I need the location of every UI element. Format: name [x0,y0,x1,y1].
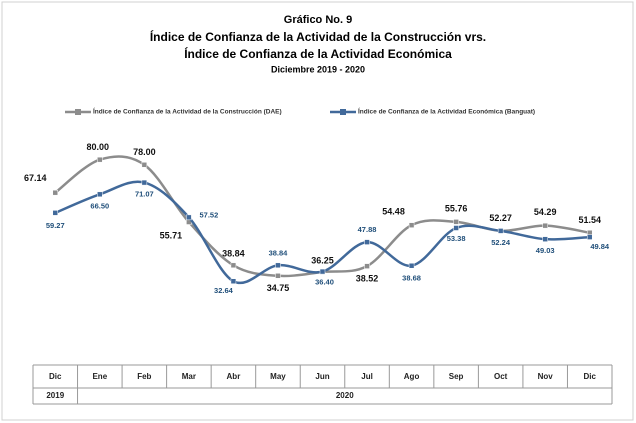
data-label: 78.00 [133,147,156,157]
data-label: 71.07 [135,190,154,199]
point-marker [586,234,593,240]
point-marker [97,156,103,163]
x-tick-label: Jul [361,372,373,381]
data-label: 36.40 [315,278,334,287]
point-marker [364,239,370,245]
data-label: 54.48 [382,207,405,217]
point-marker [141,179,148,186]
data-label: 38.84 [222,249,245,259]
point-marker [230,262,237,269]
data-label: 57.52 [199,210,218,219]
chart-title: Gráfico No. 9 [284,14,352,26]
x-tick-label: Feb [137,372,151,381]
data-label: 53.38 [447,234,466,243]
data-label: 59.27 [46,221,65,230]
point-marker [497,228,504,234]
x-tick-label: Ago [404,372,420,381]
point-marker [186,214,192,221]
point-marker [97,191,103,198]
data-label: 32.64 [214,286,234,295]
x-tick-label: Sep [449,372,464,381]
x-tick-label: May [270,372,286,381]
data-label: 51.54 [578,215,601,225]
data-label: 52.27 [489,213,512,223]
data-label: 47.88 [358,225,377,234]
year-label: 2019 [46,391,64,400]
point-marker [141,162,148,168]
point-marker [230,278,237,284]
data-label: 66.50 [90,201,109,210]
point-marker [542,236,548,242]
x-tick-label: Dic [584,372,597,381]
legend-marker [75,109,81,115]
legend-label: Índice de Confianza de la Actividad Econ… [358,107,535,116]
point-marker [275,262,281,269]
data-label: 55.76 [445,203,468,213]
point-marker [408,262,415,269]
x-tick-label: Ene [92,372,107,381]
point-marker [542,222,548,229]
data-label: 67.14 [24,173,47,183]
year-label: 2020 [336,391,354,400]
legend-marker [340,109,346,115]
point-marker [408,222,415,228]
point-marker [275,273,281,279]
x-tick-label: Oct [494,372,508,381]
point-marker [52,189,59,196]
data-label: 49.84 [590,242,610,251]
x-tick-label: Jun [315,372,329,381]
chart-subtitle: Diciembre 2019 - 2020 [271,64,365,74]
point-marker [453,219,459,225]
x-tick-label: Mar [182,372,196,381]
point-marker [453,225,459,231]
data-label: 55.71 [160,230,183,240]
chart-title: Índice de Confianza de la Actividad Econ… [184,46,452,61]
data-label: 54.29 [534,207,557,217]
x-tick-label: Dic [49,372,62,381]
chart-title: Índice de Confianza de la Actividad de l… [150,29,486,44]
x-tick-label: Abr [227,372,241,381]
data-label: 38.52 [356,274,379,284]
data-label: 80.00 [87,142,110,152]
x-tick-label: Nov [538,372,554,381]
data-label: 38.68 [402,274,421,283]
data-label: 34.75 [267,283,290,293]
data-label: 52.24 [491,238,511,247]
point-marker [319,268,326,275]
data-label: 49.03 [536,246,555,255]
point-marker [364,263,370,269]
point-marker [52,210,59,216]
data-label: 38.84 [269,248,289,257]
legend-label: Índice de Confianza de la Actividad de l… [93,107,282,116]
data-label: 36.25 [311,255,334,265]
